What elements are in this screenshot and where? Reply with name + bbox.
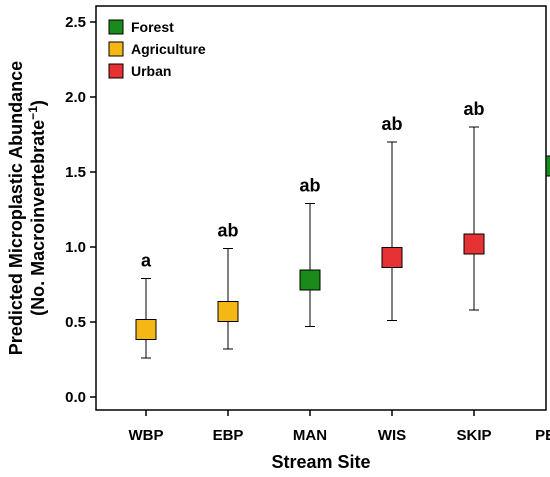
legend: Forest Agriculture Urban bbox=[108, 19, 206, 79]
significance-letter: ab bbox=[217, 221, 238, 241]
data-point-group: ab bbox=[381, 114, 403, 321]
plot-frame bbox=[95, 5, 547, 411]
y-tick-label: 1.0 bbox=[65, 239, 86, 256]
y-axis-title-line2: (No. Macroinvertebrate−1) bbox=[26, 100, 48, 316]
y-tick-label: 1.5 bbox=[65, 164, 86, 181]
legend-label: Forest bbox=[131, 19, 174, 35]
data-marks: a ab ab ab ab b bbox=[135, 99, 550, 359]
x-tick-label: WBP bbox=[129, 427, 164, 444]
y-axis-title-exponent: −1 bbox=[26, 106, 40, 120]
significance-letter: ab bbox=[463, 99, 484, 119]
x-axis-title: Stream Site bbox=[271, 452, 370, 472]
data-point-group: b bbox=[545, 155, 550, 177]
significance-letter: a bbox=[141, 251, 152, 271]
legend-swatch bbox=[108, 41, 124, 57]
mean-marker bbox=[217, 301, 239, 322]
x-tick-label: EBP bbox=[213, 427, 244, 444]
x-tick-label: MAN bbox=[293, 427, 327, 444]
significance-letter: ab bbox=[299, 176, 320, 196]
legend-label: Urban bbox=[131, 63, 171, 79]
x-axis: WBP EBP MAN WIS SKIP PERK bbox=[129, 410, 550, 444]
data-point-group: ab bbox=[463, 99, 485, 311]
y-tick-label: 0.5 bbox=[65, 314, 86, 331]
mean-marker bbox=[135, 319, 157, 340]
mean-marker bbox=[545, 155, 550, 177]
x-tick-label: SKIP bbox=[456, 427, 491, 444]
data-point-group: ab bbox=[217, 221, 239, 350]
y-axis-title-line1: Predicted Microplastic Abundance bbox=[6, 61, 26, 355]
mean-marker bbox=[299, 269, 321, 291]
legend-swatch bbox=[108, 19, 124, 35]
y-tick-label: 2.5 bbox=[65, 14, 86, 31]
legend-swatch bbox=[108, 63, 124, 79]
y-axis-title: Predicted Microplastic Abundance (No. Ma… bbox=[6, 61, 48, 355]
y-axis-title-close: ) bbox=[28, 100, 48, 106]
legend-label: Agriculture bbox=[131, 41, 206, 57]
x-tick-label: WIS bbox=[378, 427, 406, 444]
significance-letter: ab bbox=[381, 114, 402, 134]
mean-marker bbox=[381, 247, 403, 268]
y-tick-label: 0.0 bbox=[65, 389, 86, 406]
x-tick-label: PERK bbox=[535, 427, 550, 444]
y-tick-label: 2.0 bbox=[65, 89, 86, 106]
y-axis-title-unit: (No. Macroinvertebrate bbox=[28, 120, 48, 316]
data-point-group: ab bbox=[299, 176, 321, 327]
y-axis: 0.0 0.5 1.0 1.5 2.0 2.5 bbox=[65, 14, 96, 406]
mean-marker bbox=[463, 233, 485, 255]
data-point-group: a bbox=[135, 251, 157, 359]
